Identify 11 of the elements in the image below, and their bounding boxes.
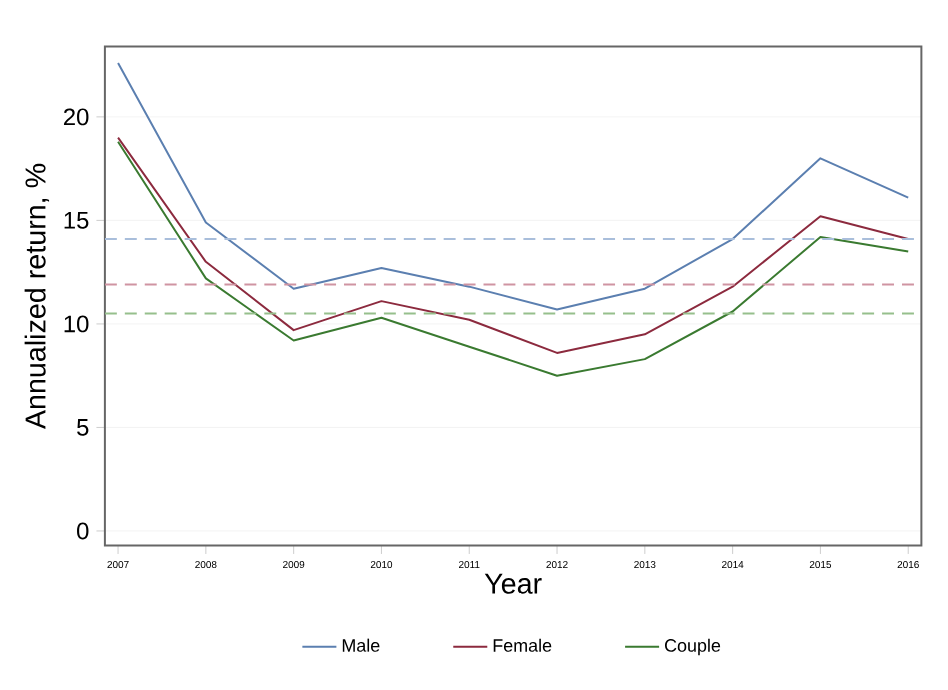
legend-label: Female	[493, 638, 552, 652]
line-series	[117, 62, 910, 311]
y-axis-title: Annualized return, %	[24, 163, 50, 430]
y-tick-label: 0	[77, 522, 89, 540]
y-tick-label: 5	[77, 419, 89, 436]
y-tick-label: 20	[63, 108, 89, 126]
legend-label: Couple	[664, 638, 721, 656]
y-tick-label: 10	[64, 315, 89, 333]
y-tick-label: 15	[64, 212, 89, 229]
x-axis-title: Year	[484, 573, 542, 594]
legend-label: Male	[342, 638, 380, 652]
